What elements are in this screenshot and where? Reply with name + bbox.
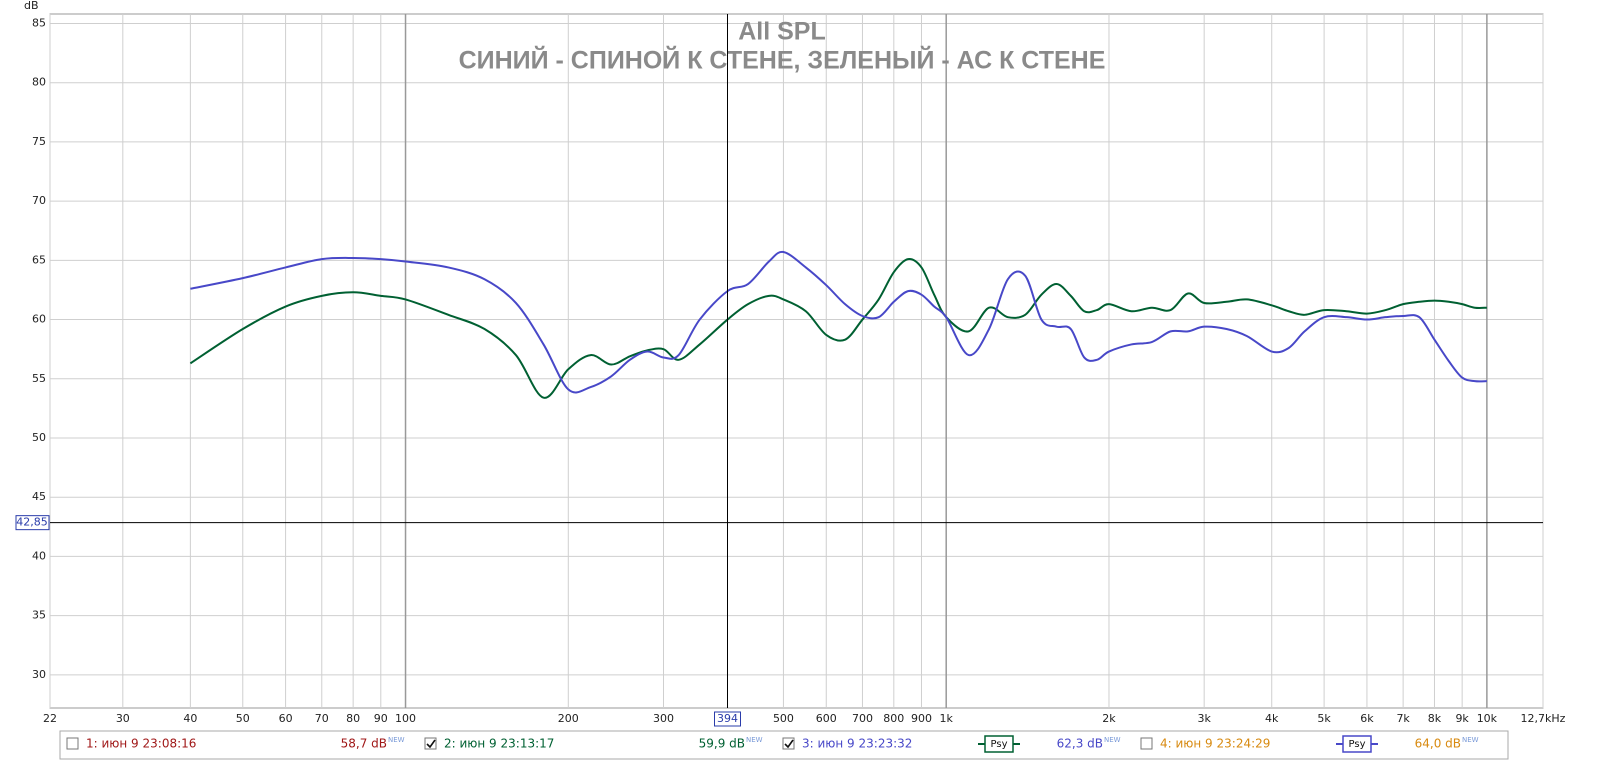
y-tick-label: 35: [32, 609, 46, 622]
x-tick-label: 90: [374, 712, 388, 725]
legend-checkbox[interactable]: [424, 737, 437, 750]
x-tick-label: 2k: [1102, 712, 1116, 725]
x-tick-label: 700: [852, 712, 873, 725]
legend-tag: NEW: [1462, 736, 1479, 744]
legend-checkbox[interactable]: [66, 737, 79, 750]
x-tick-label: 900: [911, 712, 932, 725]
x-tick-label: 12,7kHz: [1521, 712, 1566, 725]
y-tick-label: 40: [32, 549, 46, 562]
y-tick-label: 80: [32, 76, 46, 89]
cursor-y-box: [15, 515, 50, 531]
cursor-x-label: 394: [717, 712, 738, 725]
x-tick-label: 70: [315, 712, 329, 725]
x-tick-label: 22: [43, 712, 57, 725]
cursor-x-box: [714, 711, 742, 727]
x-tick-label: 3k: [1197, 712, 1211, 725]
x-tick-label: 30: [116, 712, 130, 725]
x-tick-label: 5k: [1317, 712, 1331, 725]
plot-frame: [49, 13, 1544, 709]
legend-level: 64,0 dB: [1415, 737, 1461, 751]
legend-smoothing: Psy: [1349, 739, 1366, 750]
cursor-y-label: 42,85: [16, 516, 48, 529]
x-tick-label: 50: [236, 712, 250, 725]
legend-name: 4: июн 9 23:24:29: [1160, 737, 1270, 751]
x-tick-label: 9k: [1455, 712, 1469, 725]
legend-checkbox[interactable]: [782, 737, 795, 750]
legend-name: 2: июн 9 23:13:17: [444, 737, 554, 751]
legend-level: 59,9 dB: [699, 737, 745, 751]
x-tick-label: 40: [183, 712, 197, 725]
y-axis-label: dB: [24, 0, 39, 12]
series-line: [189, 258, 1487, 399]
x-tick-label: 300: [653, 712, 674, 725]
legend-tag: NEW: [388, 736, 405, 744]
x-tick-label: 100: [395, 712, 416, 725]
legend-name: 1: июн 9 23:08:16: [86, 737, 196, 751]
legend-name: 3: июн 9 23:23:32: [802, 737, 912, 751]
x-tick-label: 1k: [940, 712, 954, 725]
chart-title: All SPL: [738, 18, 826, 46]
legend-level: 62,3 dB: [1057, 737, 1103, 751]
y-tick-label: 55: [32, 372, 46, 385]
legend-smoothing-box[interactable]: [1342, 735, 1372, 753]
y-tick-label: 45: [32, 490, 46, 503]
legend-smoothing-box[interactable]: [984, 735, 1014, 753]
legend-level: 58,7 dB: [341, 737, 387, 751]
y-tick-label: 70: [32, 194, 46, 207]
x-tick-label: 200: [558, 712, 579, 725]
y-tick-label: 85: [32, 16, 46, 29]
y-tick-label: 65: [32, 253, 46, 266]
legend-checkmark: [784, 739, 794, 749]
legend-tag: NEW: [746, 736, 763, 744]
x-tick-label: 500: [773, 712, 794, 725]
series-line: [190, 250, 1487, 394]
x-tick-label: 60: [279, 712, 293, 725]
x-tick-label: 8k: [1428, 712, 1442, 725]
x-tick-label: 800: [883, 712, 904, 725]
legend-tag: NEW: [1104, 736, 1121, 744]
legend-checkmark: [426, 739, 436, 749]
chart-subtitle: СИНИЙ - СПИНОЙ К СТЕНЕ, ЗЕЛЕНЫЙ - АС К С…: [459, 45, 1106, 75]
x-tick-label: 7k: [1396, 712, 1410, 725]
y-tick-label: 60: [32, 313, 46, 326]
x-tick-label: 10k: [1477, 712, 1498, 725]
x-tick-label: 6k: [1360, 712, 1374, 725]
y-tick-label: 75: [32, 135, 46, 148]
x-tick-label: 80: [346, 712, 360, 725]
legend-checkbox[interactable]: [1140, 737, 1153, 750]
x-tick-label: 600: [816, 712, 837, 725]
x-tick-label: 4k: [1265, 712, 1279, 725]
legend-smoothing: Psy: [991, 739, 1008, 750]
y-tick-label: 50: [32, 431, 46, 444]
y-tick-label: 30: [32, 668, 46, 681]
